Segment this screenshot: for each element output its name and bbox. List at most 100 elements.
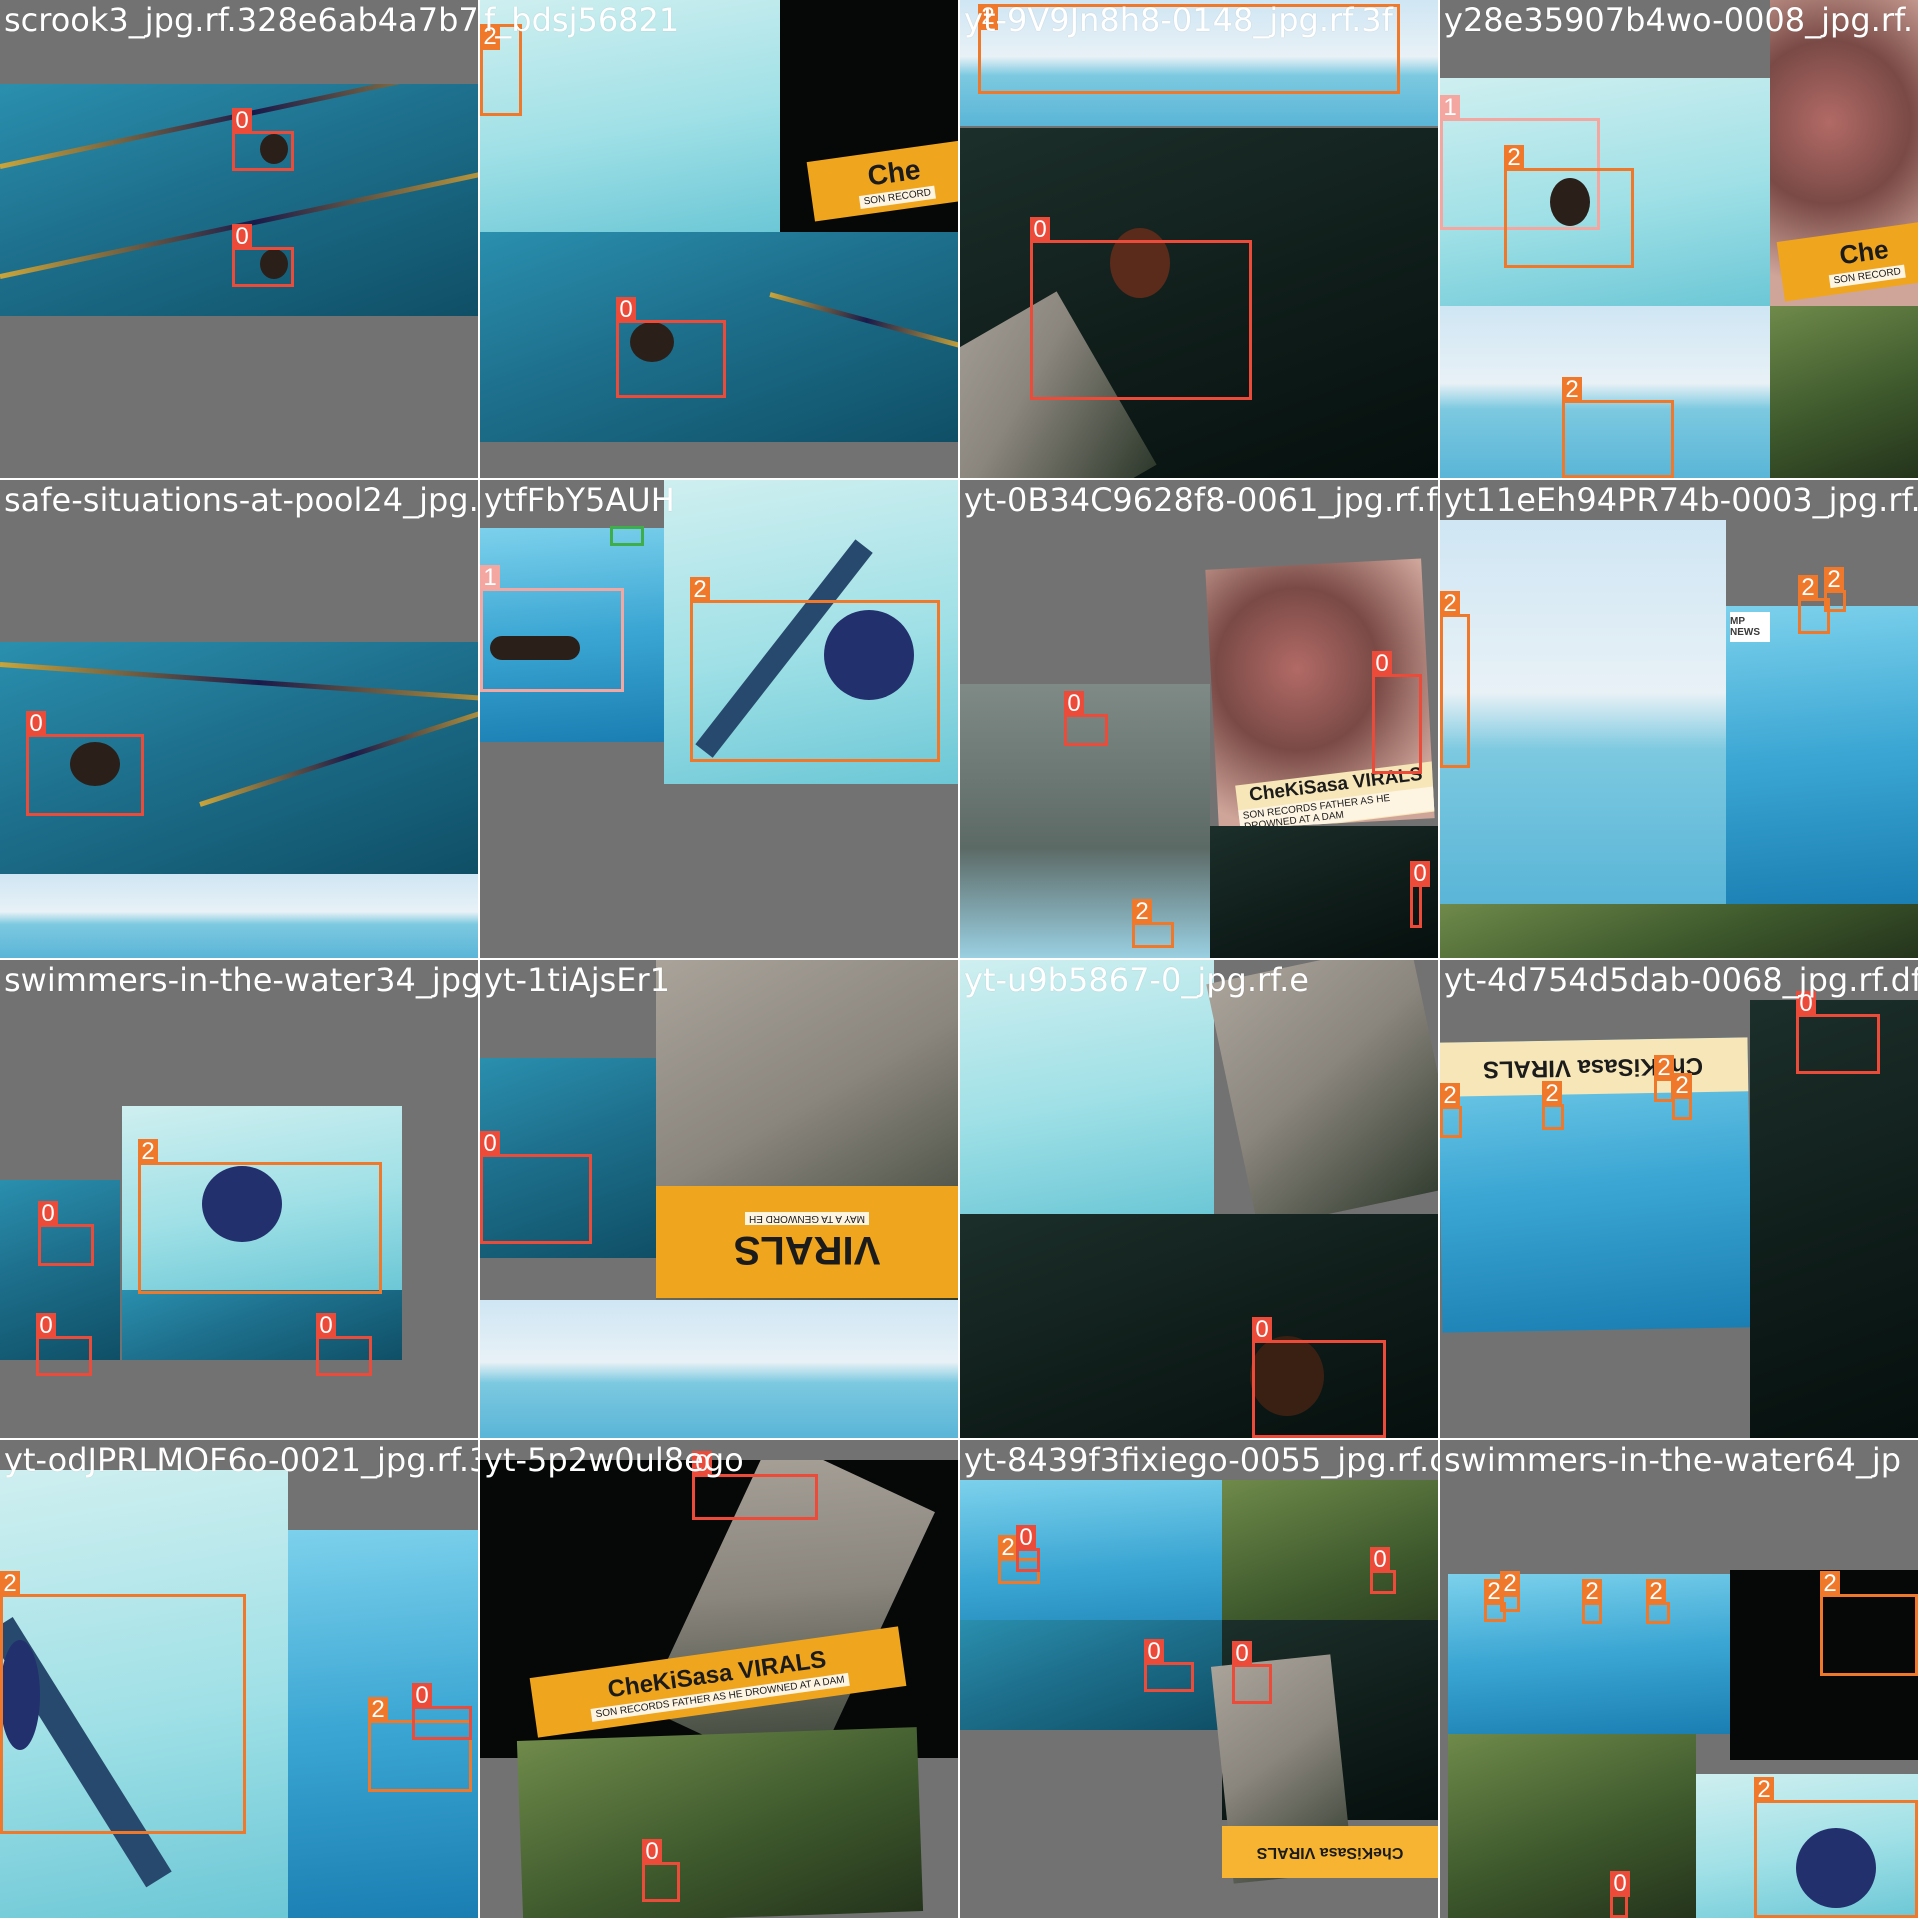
tile-filename: yt-u9b5867-0_jpg.rf.e: [964, 961, 1309, 999]
grid-divider: [0, 1438, 1920, 1440]
bbox: 2: [1824, 567, 1846, 612]
tile-filename: yt11eEh94PR74b-0003_jpg.rf.e: [1444, 481, 1918, 519]
bbox-label: 0: [1232, 1641, 1252, 1667]
bbox: 2: [1484, 1579, 1506, 1622]
bbox-label: 2: [978, 4, 998, 30]
tile-image: [1440, 306, 1770, 478]
tile-image: [960, 960, 1214, 1214]
bbox: 0: [692, 1451, 818, 1520]
bbox-label: 2: [1440, 591, 1460, 617]
bbox-label: 2: [1820, 1571, 1840, 1597]
bbox: 2: [1440, 591, 1470, 768]
bbox: 0: [232, 224, 294, 287]
grid-divider: [0, 958, 1920, 960]
bbox-label: 2: [368, 1697, 388, 1723]
bbox-label: 0: [692, 1451, 712, 1477]
mosaic-tile: Che SON RECORD 2 0 f_bdsj56821: [480, 0, 958, 478]
bbox-label: 2: [1542, 1081, 1562, 1107]
swimmer-figure: [1250, 1336, 1324, 1416]
mosaic-tile: 2 0 yt-9V9Jn8h8-0148_jpg.rf.3f: [960, 0, 1438, 478]
tile-image: [960, 1214, 1438, 1438]
tile-filename: ytfFbY5AUH: [484, 481, 675, 519]
news-logo: MP NEWS: [1730, 612, 1770, 642]
bbox-label: 2: [1132, 899, 1152, 925]
tile-filename: yt-8439f3fixiego-0055_jpg.rf.ceaff24ab51: [964, 1441, 1438, 1479]
grid-divider: [478, 0, 480, 1920]
tile-image: [1770, 306, 1918, 478]
mosaic-tile: 2 2 2 2 2 2 0 swimmers-in-the-water64_jp: [1440, 1440, 1918, 1918]
tile-image: [516, 1727, 924, 1918]
bbox-label: 2: [1440, 1083, 1460, 1109]
swimmer-figure: [1110, 228, 1170, 298]
bbox: 0: [38, 1201, 94, 1266]
grid-divider: [0, 478, 1920, 480]
bbox: 2: [1440, 1083, 1462, 1138]
swimmer-figure: [0, 1640, 40, 1750]
tile-filename: safe-situations-at-pool24_jpg.rf.b53ad68…: [4, 481, 478, 519]
bbox-label: 2: [1500, 1571, 1520, 1597]
bbox: 2: [1132, 899, 1174, 948]
bbox: 0: [1252, 1317, 1386, 1438]
swimmer-figure: [630, 322, 674, 362]
bbox-label: 2: [1654, 1055, 1674, 1081]
mosaic-tile: Che SON RECORD 1 2 2 y28e35907b4wo-0008_j…: [1440, 0, 1918, 478]
mosaic-tile: MP NEWS 2 2 2 yt11eEh94PR74b-0003_jpg.rf…: [1440, 480, 1918, 958]
banner-title: VIRALS: [733, 1228, 881, 1272]
bbox: 0: [412, 1683, 472, 1740]
tile-image: [122, 1290, 402, 1360]
tile-filename: yt-5p2w0ul8ego: [484, 1441, 744, 1479]
bbox: 2: [368, 1697, 472, 1792]
banner-subtitle: MAY A TA GENWORD EH: [745, 1212, 869, 1225]
bbox-label: 2: [998, 1535, 1018, 1561]
bbox: 2: [0, 1571, 246, 1834]
tile-image: [480, 528, 664, 742]
tile-filename: scrook3_jpg.rf.328e6ab4a7b7b1b1b3b38220f…: [4, 1, 478, 39]
mosaic-tile: CheKiSasa VIRALS 2 0 0 0 0 yt-8439f3fixi…: [960, 1440, 1438, 1918]
lane-rope: [769, 292, 958, 349]
bbox: 2: [1654, 1055, 1674, 1102]
bbox-label: 2: [1646, 1579, 1666, 1605]
mosaic-tile: 2 0 0 0 swimmers-in-the-water34_jpg.rf.0…: [0, 960, 478, 1438]
bbox: 0: [26, 711, 144, 816]
bbox-label: 2: [1582, 1579, 1602, 1605]
bbox: 0: [1016, 1525, 1040, 1572]
tile-filename: swimmers-in-the-water34_jpg.rf.0fAjs0E-0…: [4, 961, 478, 999]
bbox-label: 0: [38, 1201, 58, 1227]
bbox: 1: [1440, 95, 1600, 230]
tile-image: [0, 1180, 120, 1360]
tile-filename: yt-0B34C9628f8-0061_jpg.rf.fb1cd3ec8e3f: [964, 481, 1438, 519]
grid-divider: [1438, 0, 1440, 1920]
swimmer-figure: [260, 249, 288, 279]
tile-filename: yt-9V9Jn8h8-0148_jpg.rf.3f: [964, 1, 1393, 39]
bbox-label: 0: [1796, 991, 1816, 1017]
bbox: 2: [1820, 1571, 1918, 1676]
bbox-label: 0: [316, 1313, 336, 1339]
bbox-label: 0: [232, 108, 252, 134]
tile-image: [288, 1530, 478, 1918]
bbox: 0: [1372, 651, 1422, 774]
tile-image: [1206, 960, 1438, 1229]
bbox: 2: [1672, 1073, 1692, 1120]
tile-image: Che SON RECORD: [1770, 0, 1918, 306]
bbox: 1: [480, 565, 624, 692]
bbox-label: 0: [36, 1313, 56, 1339]
mosaic-tile: 1 2 ytfFbY5AUH: [480, 480, 958, 958]
bbox: 2: [1754, 1777, 1918, 1918]
bbox: 2: [998, 1535, 1040, 1584]
news-text: MP NEWS: [1730, 616, 1760, 638]
tile-image: [1440, 78, 1770, 306]
mosaic-tile: 0 0 scrook3_jpg.rf.328e6ab4a7b7b1b1b3b38…: [0, 0, 478, 478]
bbox-label: 1: [480, 565, 500, 591]
tile-image: [1210, 826, 1438, 958]
video-banner: CheKiSasa VIRALS: [1440, 1037, 1749, 1097]
video-banner: CheKiSasa VIRALS: [1222, 1826, 1438, 1878]
bbox: 0: [1232, 1641, 1272, 1704]
mosaic-tile: VIRALS MAY A TA GENWORD EH 0 yt-1tiAjsEr1: [480, 960, 958, 1438]
bbox-label: 2: [138, 1139, 158, 1165]
bbox-label: 2: [1562, 377, 1582, 403]
tile-image: [1730, 1570, 1918, 1760]
bbox-label: 2: [690, 577, 710, 603]
grid-divider: [958, 0, 960, 1920]
bbox: 0: [616, 297, 726, 398]
mosaic-tile: 2 2 0 yt-odJPRLMOF6o-0021_jpg.rf.3521631…: [0, 1440, 478, 1918]
